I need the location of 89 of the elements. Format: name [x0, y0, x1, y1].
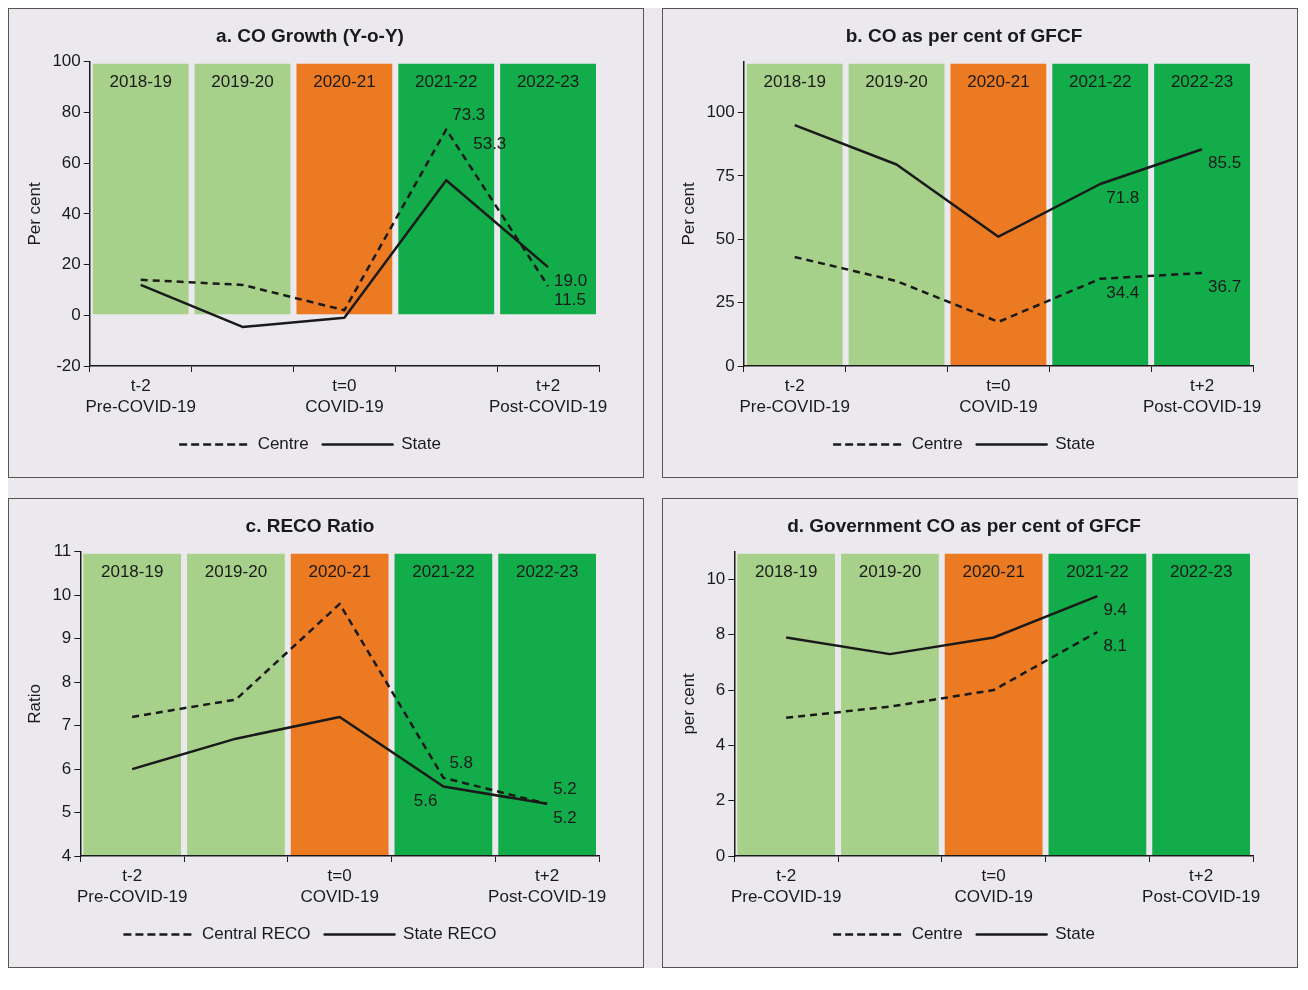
- chart-title: d. Government CO as per cent of GFCF: [787, 514, 1141, 536]
- data-label: 5.8: [449, 752, 474, 772]
- legend-label: State: [1055, 924, 1095, 944]
- y-tick-label: 4: [61, 845, 72, 865]
- text: t=0 COVID-19: [305, 376, 384, 417]
- y-tick-label: 75: [715, 165, 735, 185]
- x-tick-label: 2019-20: [211, 71, 274, 91]
- text: t=0 COVID-19: [300, 866, 379, 907]
- data-label: 5.2: [553, 779, 577, 799]
- y-axis-title: Per cent: [24, 181, 44, 246]
- y-tick-label: 6: [61, 758, 72, 778]
- x-tick-label: 2019-20: [865, 71, 928, 91]
- data-label: 11.5: [554, 290, 586, 310]
- data-label: 9.4: [1103, 600, 1128, 620]
- x-tick-label: 2021-22: [412, 561, 475, 581]
- y-tick-label: 0: [71, 304, 81, 324]
- text: t+2 Post-COVID-19: [1143, 376, 1262, 417]
- text: t-2 Pre-COVID-19: [85, 376, 196, 417]
- data-label: 34.4: [1106, 282, 1140, 302]
- y-tick-label: 8: [715, 624, 726, 644]
- text: t=0 COVID-19: [959, 376, 1038, 417]
- x-tick-label: 2018-19: [754, 561, 818, 581]
- data-label: 73.3: [452, 104, 486, 124]
- y-axis-title: Per cent: [678, 181, 698, 246]
- data-label: 36.7: [1208, 277, 1242, 297]
- data-label: 19.0: [554, 271, 588, 291]
- y-tick-label: 10: [52, 584, 72, 604]
- text: t=0 COVID-19: [954, 866, 1033, 907]
- y-axis-title: Ratio: [24, 684, 44, 724]
- x-tick-label: 2022-23: [516, 71, 580, 91]
- chart-title: b. CO as per cent of GFCF: [845, 24, 1083, 46]
- x-tick-label: 2022-23: [1170, 71, 1234, 91]
- legend-label: Central RECO: [201, 924, 311, 944]
- y-tick-label: 5: [61, 802, 72, 822]
- text: t+2 Post-COVID-19: [488, 866, 607, 907]
- y-tick-label: 60: [61, 152, 81, 172]
- legend-label: Centre: [911, 924, 963, 944]
- y-tick-label: 8: [61, 671, 72, 691]
- x-tick-label: 2020-21: [313, 71, 376, 91]
- text: t-2 Pre-COVID-19: [739, 376, 850, 417]
- y-tick-label: 100: [52, 51, 81, 71]
- x-tick-label: 2019-20: [204, 561, 268, 581]
- y-tick-label: 9: [61, 628, 72, 648]
- line-series: [793, 255, 1204, 324]
- y-tick-label: 40: [61, 203, 81, 223]
- y-tick-label: 20: [61, 254, 81, 274]
- y-tick-label: 4: [715, 735, 726, 755]
- legend-label: State: [401, 434, 441, 454]
- y-tick-label: 25: [715, 292, 735, 312]
- y-tick-label: 6: [715, 679, 726, 699]
- x-tick-label: 2019-20: [858, 561, 922, 581]
- y-tick-label: 11: [53, 541, 72, 561]
- text: t+2 Post-COVID-19: [1142, 866, 1261, 907]
- legend-label: Centre: [911, 434, 963, 454]
- x-tick-label: 2020-21: [308, 561, 371, 581]
- data-label: 85.5: [1208, 153, 1242, 173]
- text: t-2 Pre-COVID-19: [76, 866, 188, 907]
- y-tick-label: 7: [61, 715, 72, 735]
- y-axis-title: per cent: [678, 672, 698, 735]
- x-tick-label: 2018-19: [763, 71, 826, 91]
- y-tick-label: -20: [56, 355, 81, 375]
- legend-label: Centre: [257, 434, 309, 454]
- y-tick-label: 0: [715, 845, 726, 865]
- x-tick-label: 2021-22: [1066, 561, 1129, 581]
- text: t-2 Pre-COVID-19: [730, 866, 842, 907]
- x-tick-label: 2021-22: [415, 71, 478, 91]
- y-tick-label: 0: [725, 355, 735, 375]
- x-tick-label: 2020-21: [967, 71, 1030, 91]
- data-label: 8.1: [1103, 636, 1128, 656]
- data-label: 5.6: [413, 790, 438, 810]
- legend-label: State RECO: [403, 924, 497, 944]
- data-label: 71.8: [1106, 188, 1140, 208]
- line-series: [784, 630, 1099, 719]
- y-tick-label: 2: [715, 790, 726, 810]
- y-tick-label: 10: [706, 569, 726, 589]
- y-tick-label: 80: [61, 102, 81, 122]
- legend-label: State: [1055, 434, 1095, 454]
- data-label: 5.2: [553, 808, 577, 828]
- y-tick-label: 50: [715, 228, 735, 248]
- x-tick-label: 2018-19: [100, 561, 164, 581]
- text: t+2 Post-COVID-19: [489, 376, 608, 417]
- x-tick-label: 2022-23: [515, 561, 579, 581]
- x-tick-label: 2018-19: [109, 71, 172, 91]
- x-tick-label: 2021-22: [1069, 71, 1132, 91]
- chart-title: a. CO Growth (Y-o-Y): [216, 24, 404, 46]
- chart-title: c. RECO Ratio: [245, 514, 375, 536]
- x-tick-label: 2022-23: [1169, 561, 1233, 581]
- x-tick-label: 2020-21: [962, 561, 1025, 581]
- y-tick-label: 100: [706, 102, 735, 122]
